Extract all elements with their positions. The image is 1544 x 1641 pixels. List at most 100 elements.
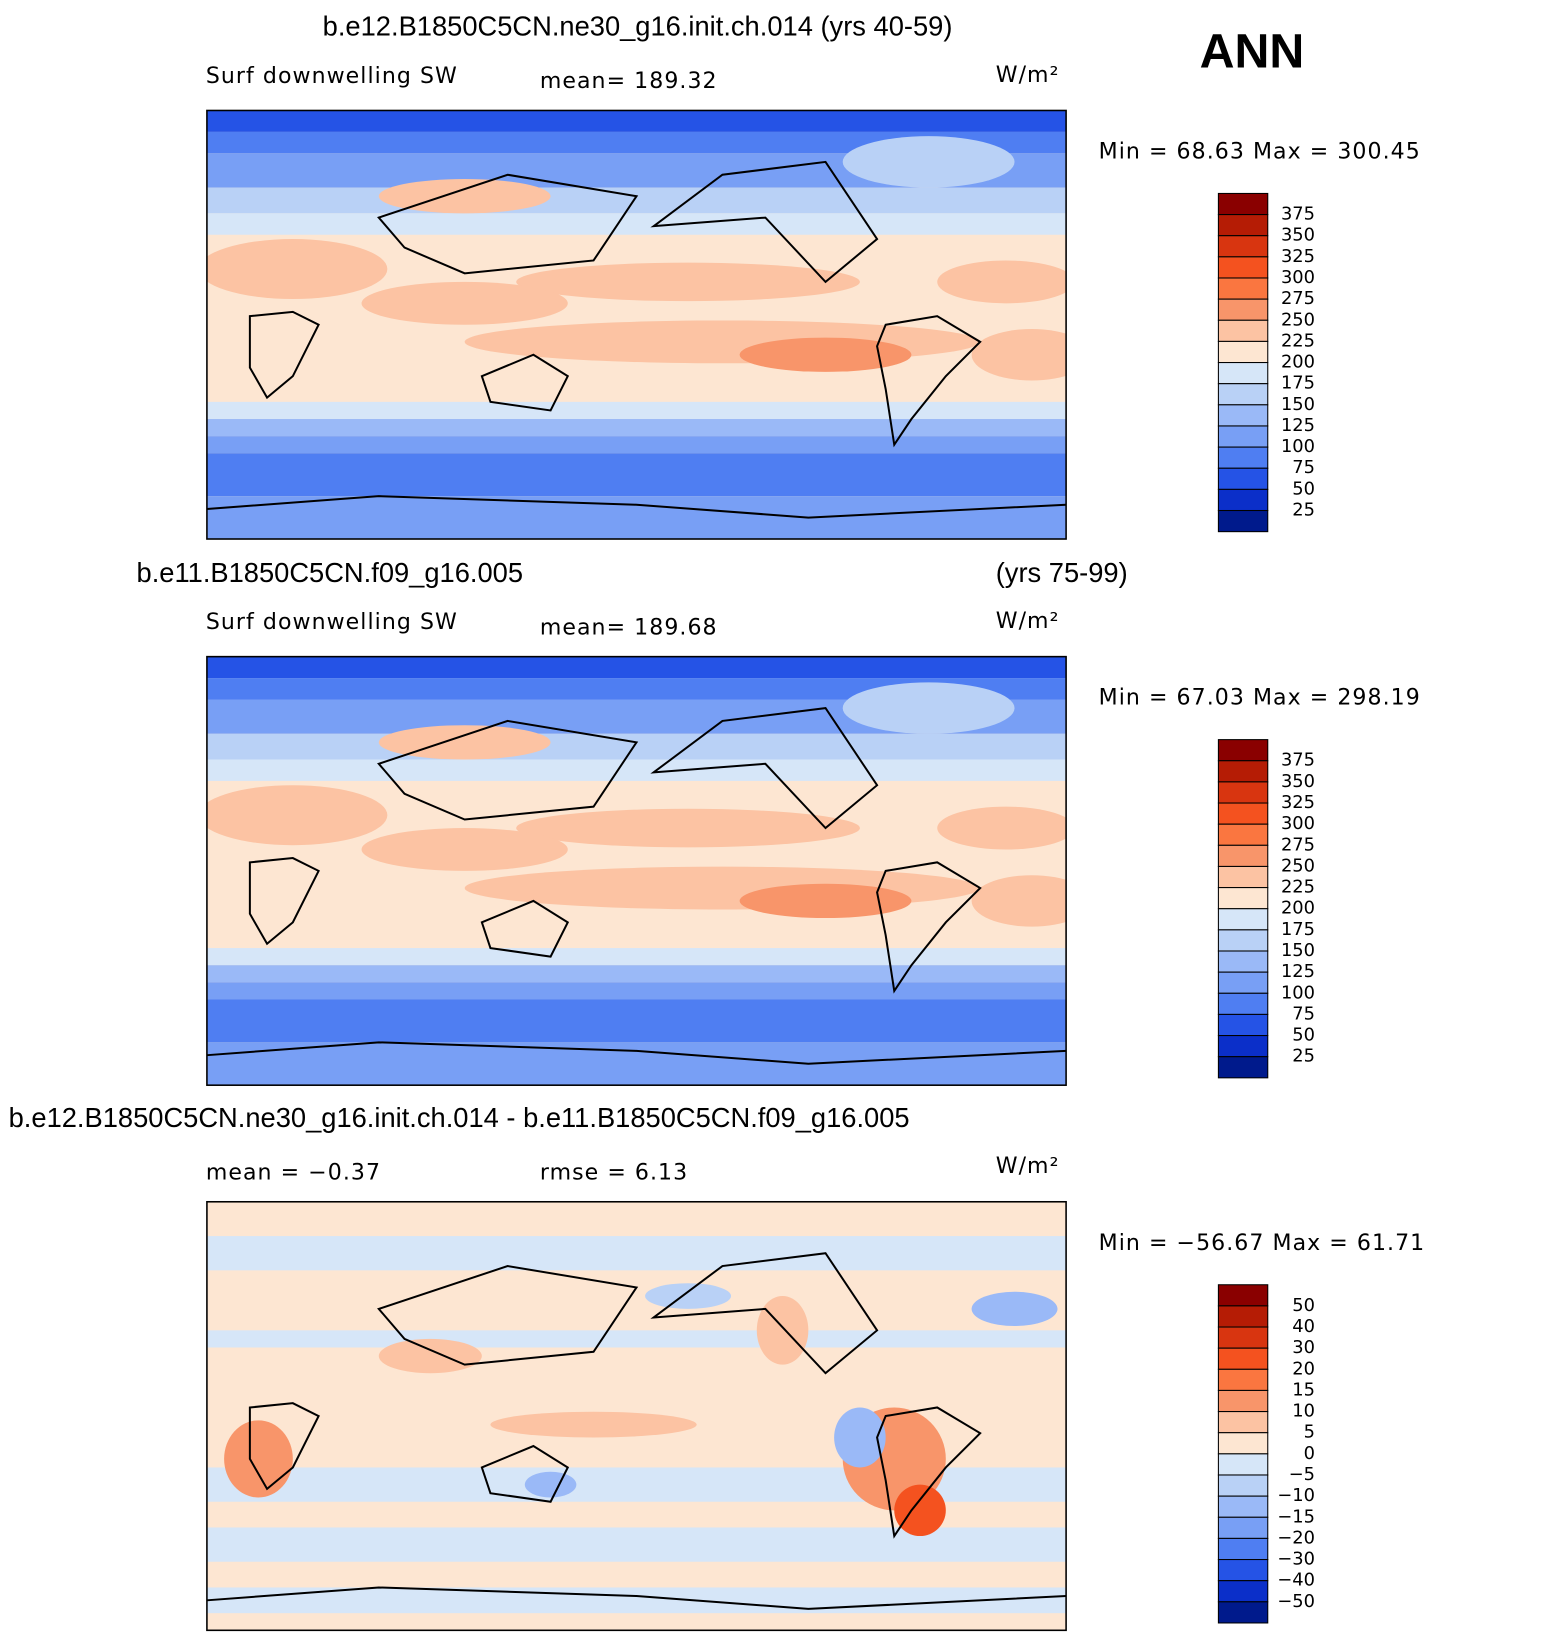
colorbar-label: 125 xyxy=(1281,961,1315,982)
colorbar-box xyxy=(1217,362,1269,385)
rmse-label: rmse = 6.13 xyxy=(540,1160,688,1185)
coastlines xyxy=(207,708,1066,1064)
coastline xyxy=(379,1266,637,1365)
field-patch xyxy=(971,1291,1058,1327)
colorbar-box xyxy=(1217,383,1269,406)
colorbar-label: 10 xyxy=(1292,1401,1315,1422)
colorbar-box xyxy=(1217,1411,1269,1434)
colorbar-box xyxy=(1217,404,1269,427)
colorbar-label: 100 xyxy=(1281,436,1315,457)
units-label: W/m² xyxy=(996,609,1060,634)
colorbar-label: 200 xyxy=(1281,352,1315,373)
colorbar-label: −50 xyxy=(1277,1591,1315,1612)
colorbar-box xyxy=(1217,908,1269,931)
field-band xyxy=(206,656,1067,679)
colorbar-box xyxy=(1217,1284,1269,1307)
colorbar-box xyxy=(1217,1035,1269,1058)
colorbar-label: 175 xyxy=(1281,919,1315,940)
colorbar-label: −15 xyxy=(1277,1506,1315,1527)
colorbar-label: 225 xyxy=(1281,877,1315,898)
colorbar-box xyxy=(1217,760,1269,783)
coastline xyxy=(250,1403,319,1489)
coastlines xyxy=(207,1253,1066,1609)
coastline xyxy=(654,1253,877,1373)
colorbar-box xyxy=(1217,1537,1269,1561)
mean-label: mean= 189.32 xyxy=(540,69,718,94)
colorbar-box xyxy=(1217,256,1269,279)
colorbar-label: 75 xyxy=(1292,457,1315,478)
colorbar-label: 375 xyxy=(1281,204,1315,225)
field-band xyxy=(206,110,1067,132)
colorbar-label: 75 xyxy=(1292,1003,1315,1024)
colorbar-box xyxy=(1217,1389,1269,1413)
colorbar-label: 25 xyxy=(1292,1046,1315,1067)
colorbar-box xyxy=(1217,235,1269,258)
coastline xyxy=(482,1446,568,1502)
colorbar-box xyxy=(1217,1347,1269,1370)
field-patch xyxy=(378,179,551,214)
field-patch xyxy=(739,883,912,919)
colorbar-box xyxy=(1217,1368,1269,1391)
colorbar-label: 225 xyxy=(1281,330,1315,351)
units-label: W/m² xyxy=(996,63,1060,88)
colorbar-box xyxy=(1217,802,1269,825)
colorbar-label: 350 xyxy=(1281,225,1315,246)
colorbar-box xyxy=(1217,1559,1269,1582)
field-patch xyxy=(524,1471,577,1498)
field-patch xyxy=(937,260,1067,304)
mean-label: mean= 189.68 xyxy=(540,615,718,640)
field-band xyxy=(206,131,1067,154)
map-frame xyxy=(206,1200,1067,1632)
coastlines xyxy=(207,162,1066,518)
colorbar-label: 100 xyxy=(1281,982,1315,1003)
range-label: Min = −56.67 Max = 61.71 xyxy=(1099,1231,1426,1256)
season-label: ANN xyxy=(1200,25,1305,79)
field-patch xyxy=(224,1420,293,1498)
colorbar-label: 0 xyxy=(1304,1443,1315,1464)
coastline xyxy=(379,721,637,820)
field-band xyxy=(206,187,1067,214)
colorbar-label: 50 xyxy=(1292,1295,1315,1316)
coastline xyxy=(207,1587,1066,1608)
field-band xyxy=(206,213,1067,235)
panel-title: b.e11.B1850C5CN.f09_g16.005 xyxy=(137,557,524,588)
colorbar-label: 50 xyxy=(1292,478,1315,499)
colorbar-label: −40 xyxy=(1277,1570,1315,1591)
coastline xyxy=(482,355,568,411)
colorbar-label: 300 xyxy=(1281,813,1315,834)
units-label: W/m² xyxy=(996,1154,1060,1179)
field-patch xyxy=(937,806,1067,850)
colorbar-box xyxy=(1217,446,1269,469)
colorbar-label: 250 xyxy=(1281,855,1315,876)
colorbar-box xyxy=(1217,509,1269,533)
colorbar-label: 350 xyxy=(1281,771,1315,792)
field-patch xyxy=(971,329,1067,381)
coastline xyxy=(207,496,1066,517)
field-patch xyxy=(834,1407,886,1468)
colorbar-box xyxy=(1217,1013,1269,1037)
colorbar-box xyxy=(1217,992,1269,1015)
field-patch xyxy=(842,682,1015,734)
field-patch xyxy=(645,1283,732,1309)
colorbar-label: 25 xyxy=(1292,500,1315,521)
field-band xyxy=(206,1587,1067,1614)
panel-title: b.e12.B1850C5CN.ne30_g16.init.ch.014 (yr… xyxy=(323,11,953,42)
colorbar-box xyxy=(1217,488,1269,512)
colorbar-label: 375 xyxy=(1281,750,1315,771)
colorbar-box xyxy=(1217,467,1269,490)
colorbar-box xyxy=(1217,277,1269,300)
colorbar-box xyxy=(1217,929,1269,952)
colorbar-label: −20 xyxy=(1277,1527,1315,1548)
coastline xyxy=(877,862,980,991)
coastline xyxy=(250,858,319,944)
colorbar-label: 325 xyxy=(1281,246,1315,267)
field-patch xyxy=(516,808,860,848)
colorbar-label: 250 xyxy=(1281,309,1315,330)
field-patch xyxy=(378,1338,482,1374)
field-patch xyxy=(206,239,388,300)
colorbar-label: 275 xyxy=(1281,288,1315,309)
colorbar-label: 200 xyxy=(1281,898,1315,919)
colorbar-box xyxy=(1217,1580,1269,1603)
colorbar-box xyxy=(1217,1305,1269,1328)
